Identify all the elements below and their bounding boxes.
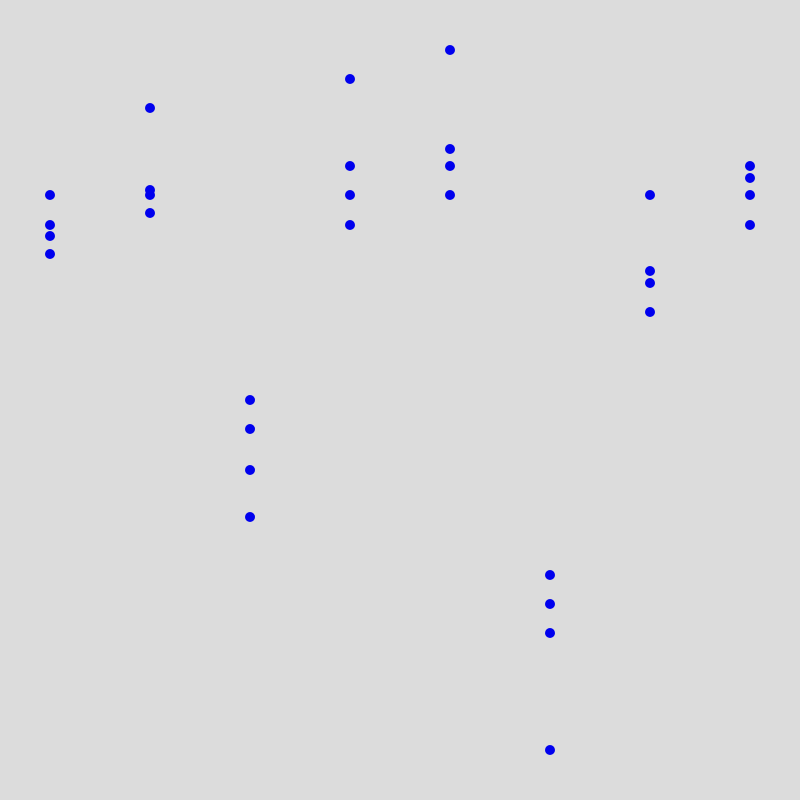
data-point xyxy=(245,424,255,434)
data-point xyxy=(45,220,55,230)
data-point xyxy=(345,161,355,171)
data-point xyxy=(545,599,555,609)
data-point xyxy=(545,628,555,638)
data-point xyxy=(645,266,655,276)
data-point xyxy=(45,231,55,241)
data-point xyxy=(745,220,755,230)
data-point xyxy=(345,220,355,230)
data-point xyxy=(245,465,255,475)
data-point xyxy=(645,190,655,200)
data-point xyxy=(345,190,355,200)
data-point xyxy=(445,190,455,200)
data-point xyxy=(145,190,155,200)
data-point xyxy=(745,161,755,171)
data-point xyxy=(145,103,155,113)
data-point xyxy=(645,278,655,288)
data-point xyxy=(245,395,255,405)
data-point xyxy=(45,249,55,259)
data-points xyxy=(45,45,755,755)
data-point xyxy=(145,208,155,218)
data-point xyxy=(445,45,455,55)
data-point xyxy=(645,307,655,317)
data-point xyxy=(445,161,455,171)
data-point xyxy=(545,570,555,580)
data-point xyxy=(745,190,755,200)
data-point xyxy=(745,173,755,183)
data-point xyxy=(545,745,555,755)
data-point xyxy=(45,190,55,200)
data-point xyxy=(245,512,255,522)
data-point xyxy=(445,144,455,154)
data-point xyxy=(345,74,355,84)
